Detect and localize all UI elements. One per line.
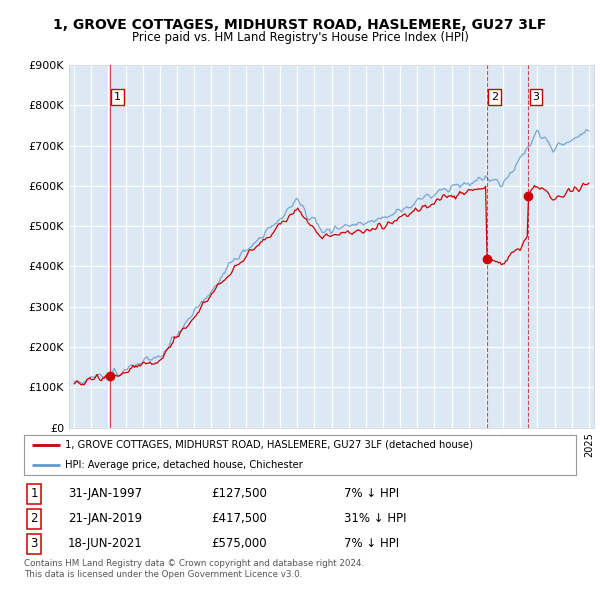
Text: 1, GROVE COTTAGES, MIDHURST ROAD, HASLEMERE, GU27 3LF (detached house): 1, GROVE COTTAGES, MIDHURST ROAD, HASLEM…: [65, 440, 473, 450]
Text: 3: 3: [532, 92, 539, 102]
Text: Contains HM Land Registry data © Crown copyright and database right 2024.
This d: Contains HM Land Registry data © Crown c…: [24, 559, 364, 579]
Text: 1: 1: [30, 487, 38, 500]
Text: 21-JAN-2019: 21-JAN-2019: [68, 512, 142, 526]
Text: 31-JAN-1997: 31-JAN-1997: [68, 487, 142, 500]
Text: £417,500: £417,500: [212, 512, 268, 526]
Text: 7% ↓ HPI: 7% ↓ HPI: [344, 537, 399, 550]
Text: 18-JUN-2021: 18-JUN-2021: [68, 537, 143, 550]
Text: 31% ↓ HPI: 31% ↓ HPI: [344, 512, 407, 526]
Text: 1: 1: [114, 92, 121, 102]
Text: 2: 2: [30, 512, 38, 526]
Text: £127,500: £127,500: [212, 487, 268, 500]
Text: 3: 3: [30, 537, 38, 550]
Text: 1, GROVE COTTAGES, MIDHURST ROAD, HASLEMERE, GU27 3LF: 1, GROVE COTTAGES, MIDHURST ROAD, HASLEM…: [53, 18, 547, 32]
Text: HPI: Average price, detached house, Chichester: HPI: Average price, detached house, Chic…: [65, 460, 303, 470]
Text: Price paid vs. HM Land Registry's House Price Index (HPI): Price paid vs. HM Land Registry's House …: [131, 31, 469, 44]
Text: £575,000: £575,000: [212, 537, 268, 550]
Text: 7% ↓ HPI: 7% ↓ HPI: [344, 487, 399, 500]
Text: 2: 2: [491, 92, 499, 102]
